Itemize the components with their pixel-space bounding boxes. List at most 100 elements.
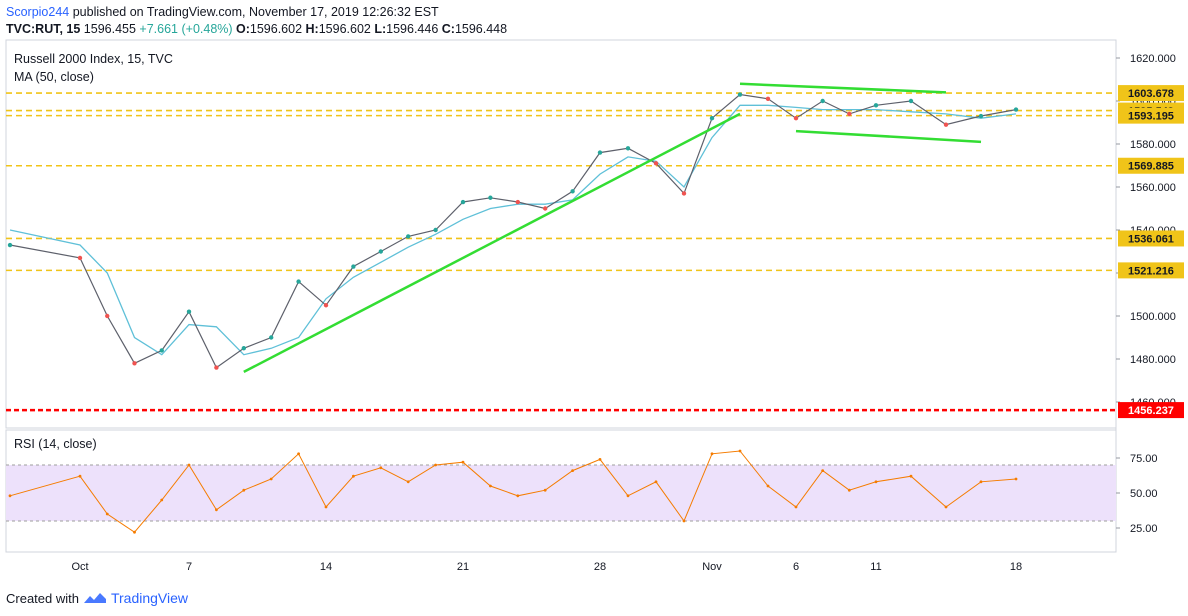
level-badge-bg [1118,230,1184,247]
x-axis-label: Nov [702,561,722,573]
rsi-point [133,530,136,534]
price-point [709,116,715,121]
price-point [820,98,825,104]
price-point [737,92,743,97]
price-point [406,234,411,239]
level-badge-label: 1603.678 [1128,88,1174,100]
rsi-point [944,505,948,509]
price-point [681,191,687,196]
trendline [243,112,741,374]
x-axis-label: 6 [793,561,799,573]
price-point [653,161,659,166]
level-badge: 1593.195 [1118,107,1184,124]
level-badge-bg [1118,402,1184,419]
rsi-point [654,480,658,484]
symbol-label: TVC:RUT, 15 [6,22,81,36]
rsi-point [682,519,686,523]
rsi-point [710,452,714,456]
rsi-point [105,512,109,516]
x-axis-label: 21 [457,561,469,573]
created-with-text: Created with [6,590,79,606]
rsi-point [242,488,246,492]
rsi-point [160,498,164,502]
level-badge: 1603.678 [1118,85,1184,102]
ma-line [9,104,1017,356]
low-value: 1596.446 [386,22,439,36]
price-pane-frame [5,39,1117,429]
rsi-point [352,474,355,478]
rsi-tick-label: 75.00 [1130,453,1158,465]
x-axis-label: 18 [1010,561,1022,573]
price-point [597,150,603,155]
rsi-point [909,474,913,478]
rsi-point [78,474,82,478]
price-point [570,189,575,194]
x-axis-label: 14 [320,561,332,573]
rsi-point [874,480,878,484]
price-point [460,199,466,205]
price-point [765,96,771,102]
price-point [269,335,274,340]
level-badge-label: 1456.237 [1128,405,1174,417]
low-label: L: [370,22,387,36]
trendline [795,129,982,144]
chart-header: Scorpio244 published on TradingView.com,… [6,4,507,38]
rsi-indicator-label: RSI (14, close) [14,437,97,451]
level-badge-label: 1569.885 [1128,161,1174,173]
close-value: 1596.448 [454,22,508,36]
price-point [943,122,949,127]
price-point [159,348,164,353]
rsi-point [794,505,798,509]
price-point [433,227,438,233]
rsi-point [738,449,742,453]
high-value: 1596.602 [318,22,371,36]
open-value: 1596.602 [249,22,303,36]
level-badge: 1569.885 [1118,157,1184,174]
last-price: 1596.455 [80,22,140,36]
level-badge-label: 1521.216 [1128,265,1174,277]
price-point [793,116,799,121]
price-point [241,346,246,351]
price-point [873,103,879,108]
level-badge-bg [1118,85,1184,102]
price-point [132,361,137,366]
price-point [625,146,631,151]
price-tick-label: 1620.000 [1130,53,1176,65]
rsi-point [434,463,437,467]
rsi-tick-label: 50.00 [1130,488,1158,500]
footer: Created with TradingView [6,590,188,606]
rsi-point [766,484,770,488]
rsi-point [8,494,12,498]
price-point [908,98,914,104]
price-point [186,309,192,314]
price-point [1013,107,1019,112]
price-point [378,249,383,254]
price-change: +7.661 (+0.48%) [139,22,233,36]
published-text: published on TradingView.com, November 1… [69,5,439,19]
tradingview-brand[interactable]: TradingView [110,590,189,606]
x-axis-label: Oct [71,561,88,573]
high-label: H: [302,22,319,36]
price-point [323,303,329,308]
price-point [7,242,13,248]
ohlc-line: TVC:RUT, 15 1596.455 +7.661 (+0.48%) O:1… [6,21,507,38]
rsi-tick-label: 25.00 [1130,523,1158,535]
x-axis-label: 11 [870,561,881,573]
rsi-point [297,452,300,456]
rsi-point [571,469,574,472]
chart-title: Russell 2000 Index, 15, TVC [14,52,173,66]
price-point [296,279,301,284]
price-point [488,195,493,200]
open-label: O: [232,22,250,36]
tradingview-logo-icon [83,593,106,603]
level-badge-bg [1118,262,1184,279]
rsi-point [516,494,520,498]
level-badge-label: 1536.061 [1128,233,1174,245]
author-link[interactable]: Scorpio244 [6,5,70,19]
price-point [77,255,83,261]
rsi-point [598,458,602,461]
level-badge: 1521.216 [1118,262,1184,279]
rsi-point [269,477,273,481]
rsi-point [821,469,825,472]
